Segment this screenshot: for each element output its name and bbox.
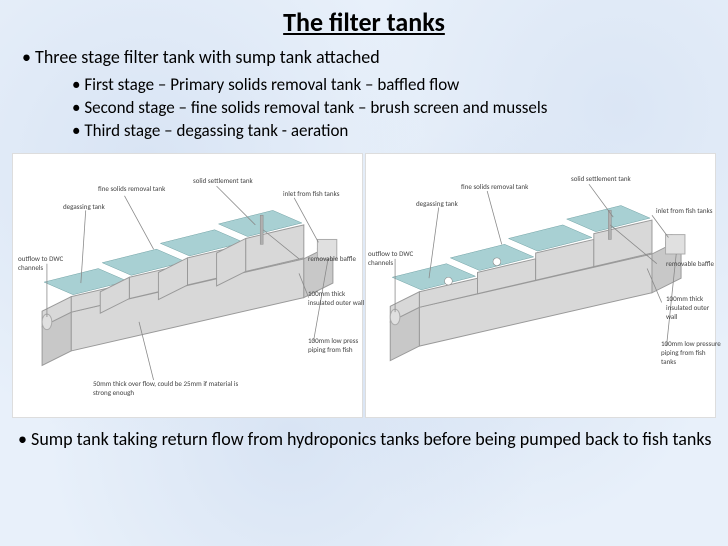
bullet-bottom: Sump tank taking return flow from hydrop… bbox=[18, 428, 716, 451]
diagram-row: fine solids removal tank degassing tank … bbox=[12, 153, 716, 418]
label-r-piping: 100mm low pressure piping from fish tank… bbox=[661, 339, 721, 366]
label-r-outflow: outflow to DWC channels bbox=[368, 249, 418, 267]
label-r-solid-settle: solid settlement tank bbox=[571, 174, 631, 183]
label-r-baffle: removable baffle bbox=[666, 259, 714, 268]
bullet-main: Three stage filter tank with sump tank a… bbox=[22, 46, 716, 68]
label-r-degassing: degassing tank bbox=[416, 199, 458, 208]
label-inlet: inlet from fish tanks bbox=[283, 189, 339, 198]
diagram-right: fine solids removal tank degassing tank … bbox=[365, 153, 716, 418]
bullet-sub-3: Third stage – degassing tank - aeration bbox=[72, 120, 716, 141]
diagram-right-svg bbox=[366, 154, 715, 417]
diagram-left: fine solids removal tank degassing tank … bbox=[12, 153, 363, 418]
label-outflow: outflow to DWC channels bbox=[18, 254, 73, 272]
label-piping: 100mm low press piping from fish bbox=[308, 336, 368, 354]
label-overflow: 50mm thick over flow, could be 25mm if m… bbox=[93, 379, 243, 397]
page-title: The filter tanks bbox=[12, 6, 716, 38]
label-degassing: degassing tank bbox=[63, 202, 105, 211]
label-r-fine-solids: fine solids removal tank bbox=[461, 182, 528, 191]
label-solid-settle: solid settlement tank bbox=[193, 176, 253, 185]
label-fine-solids: fine solids removal tank bbox=[98, 184, 165, 193]
label-baffle: removable baffle bbox=[308, 254, 356, 263]
label-r-wall: 100mm thick insulated outer wall bbox=[666, 294, 721, 321]
bullet-sub-1: First stage – Primary solids removal tan… bbox=[72, 74, 716, 95]
bullet-sub-2: Second stage – fine solids removal tank … bbox=[72, 97, 716, 118]
label-wall: 100mm thick insulated outer wall bbox=[308, 289, 368, 307]
label-r-inlet: inlet from fish tanks bbox=[656, 206, 712, 215]
slide-content: The filter tanks Three stage filter tank… bbox=[0, 0, 728, 457]
